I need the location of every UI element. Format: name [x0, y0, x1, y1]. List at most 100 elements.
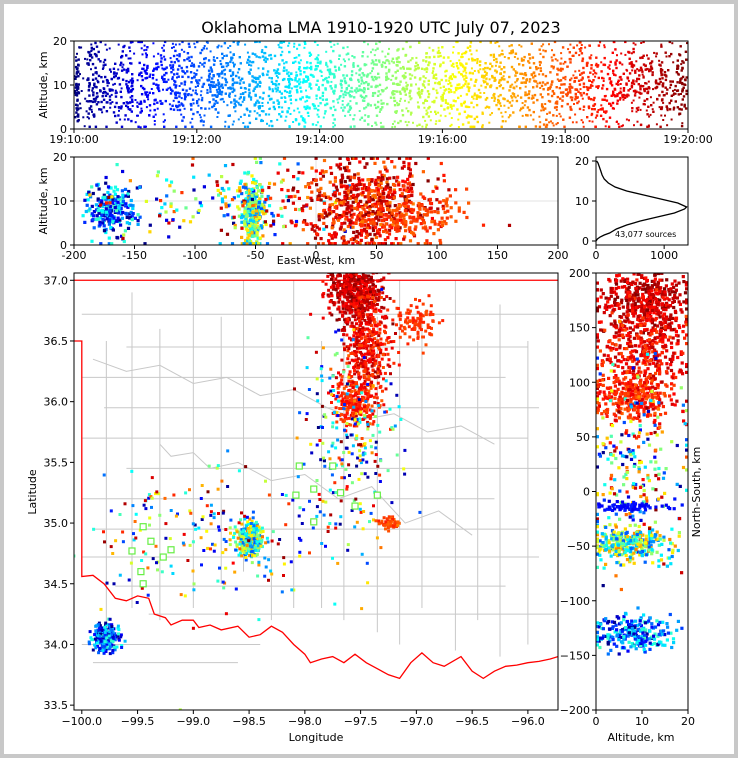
source-point	[402, 184, 406, 188]
source-point	[246, 203, 250, 207]
source-point	[81, 214, 85, 218]
source-point	[383, 61, 387, 65]
source-point	[238, 189, 242, 193]
source-point	[602, 77, 605, 80]
source-point	[205, 47, 208, 50]
source-point	[295, 56, 298, 59]
source-point	[220, 45, 223, 48]
source-point	[95, 55, 98, 58]
source-point	[582, 105, 586, 108]
source-point	[149, 109, 152, 112]
source-point	[475, 78, 478, 82]
source-point	[345, 296, 349, 300]
source-point	[498, 65, 501, 68]
source-point	[378, 176, 382, 180]
source-point	[398, 204, 402, 208]
source-point	[332, 232, 336, 236]
source-point	[317, 115, 320, 118]
source-point	[143, 44, 146, 47]
source-point	[373, 54, 376, 57]
source-point	[400, 166, 404, 170]
source-point	[457, 209, 461, 213]
source-point	[210, 81, 213, 84]
source-point	[363, 218, 367, 222]
source-point	[130, 110, 133, 113]
source-point	[112, 67, 116, 70]
source-point	[559, 67, 563, 70]
source-point	[197, 82, 200, 85]
source-point	[601, 108, 604, 111]
source-point	[316, 197, 320, 201]
source-point	[345, 74, 349, 77]
source-point	[594, 64, 597, 67]
source-point	[409, 113, 412, 116]
source-point	[394, 110, 397, 114]
source-point	[362, 91, 366, 94]
source-point	[394, 90, 397, 93]
source-point	[647, 124, 650, 127]
source-point	[379, 93, 382, 96]
source-point	[433, 55, 436, 59]
source-point	[254, 209, 258, 213]
source-point	[270, 77, 273, 80]
source-point	[357, 78, 360, 82]
source-point	[233, 226, 237, 230]
source-point	[334, 108, 337, 112]
source-point	[432, 70, 435, 73]
source-point	[364, 287, 368, 291]
source-point	[672, 92, 676, 95]
source-point	[348, 287, 351, 291]
source-point	[633, 94, 637, 97]
source-point	[370, 85, 373, 88]
source-point	[212, 56, 215, 59]
source-point	[436, 51, 440, 54]
source-point	[497, 95, 500, 98]
source-point	[359, 292, 363, 296]
source-point	[613, 88, 617, 91]
source-point	[539, 87, 542, 89]
source-point	[187, 75, 190, 79]
source-point	[473, 58, 477, 62]
source-point	[679, 45, 682, 48]
source-point	[178, 92, 181, 95]
source-point	[540, 45, 543, 48]
source-point	[653, 51, 656, 54]
source-point	[291, 79, 294, 81]
source-point	[325, 76, 328, 80]
source-point	[336, 42, 339, 45]
source-point	[646, 91, 649, 94]
source-point	[209, 83, 212, 87]
source-point	[204, 107, 207, 110]
source-point	[562, 76, 565, 80]
source-point	[389, 218, 393, 222]
source-point	[314, 224, 318, 228]
source-point	[569, 91, 572, 94]
source-point	[202, 124, 205, 127]
source-point	[101, 221, 105, 225]
source-point	[268, 76, 271, 79]
source-point	[250, 200, 254, 204]
source-point	[318, 86, 320, 89]
source-point	[324, 77, 327, 81]
source-point	[136, 219, 140, 223]
source-point	[146, 91, 148, 94]
source-point	[219, 98, 222, 101]
source-point	[307, 115, 310, 117]
source-point	[277, 86, 280, 89]
source-point	[308, 85, 311, 88]
source-point	[388, 224, 392, 228]
source-point	[76, 114, 79, 118]
source-point	[112, 216, 116, 220]
source-point	[607, 66, 610, 69]
source-point	[645, 68, 648, 71]
source-point	[417, 66, 420, 70]
source-point	[499, 72, 502, 75]
source-point	[545, 123, 549, 127]
source-point	[568, 88, 572, 91]
source-point	[533, 80, 536, 83]
source-point	[248, 121, 252, 125]
source-point	[157, 84, 160, 87]
source-point	[375, 273, 379, 275]
source-point	[678, 81, 682, 84]
source-point	[378, 215, 382, 219]
